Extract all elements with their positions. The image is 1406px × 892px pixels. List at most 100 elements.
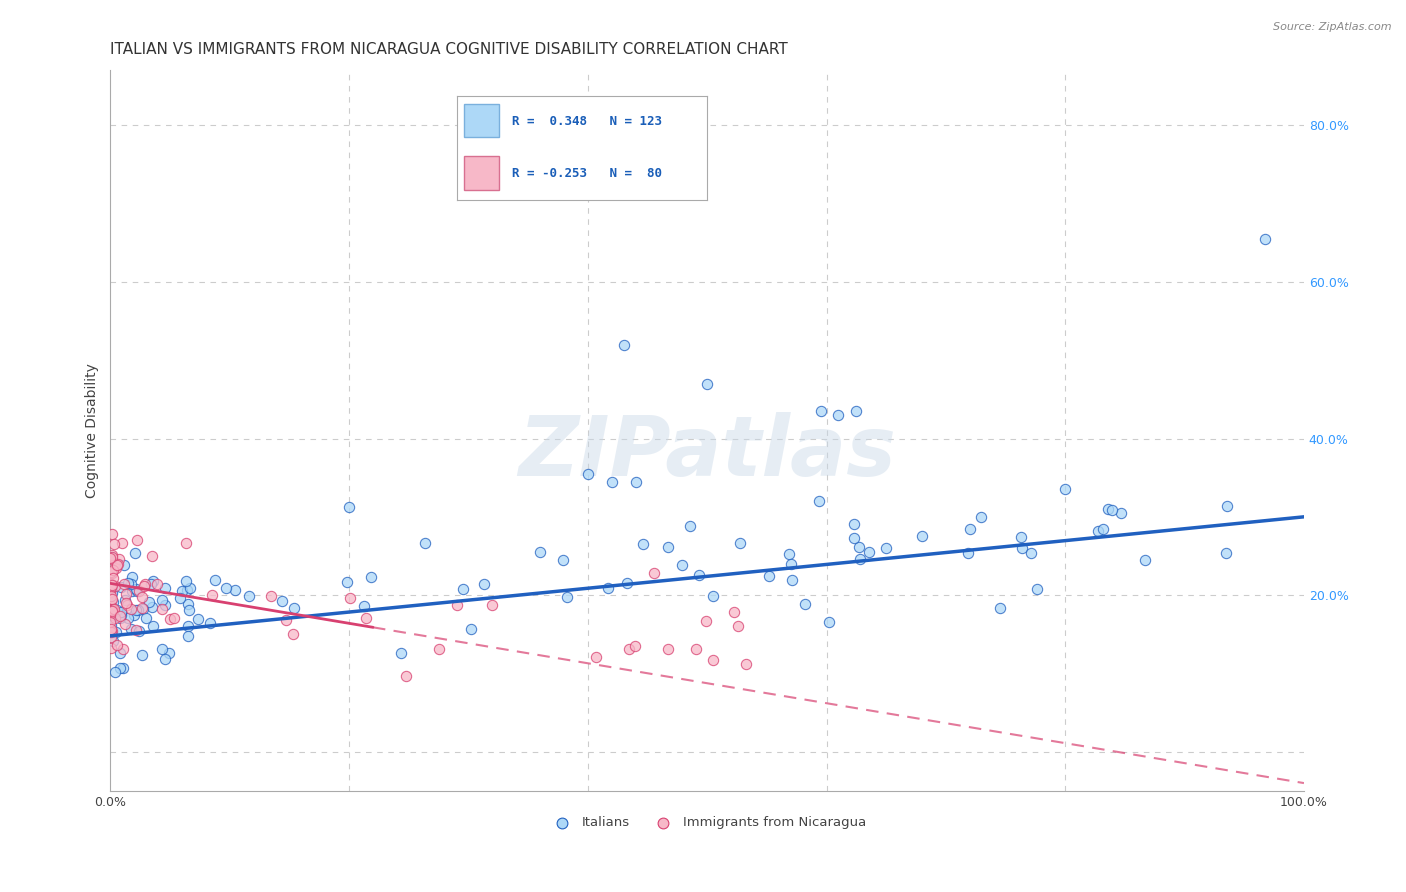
Point (643, 566, 665, 580)
Point (1253, 232, 1275, 246)
Point (600, 475, 623, 489)
Point (100, 550, 122, 565)
Point (100, 603, 122, 617)
Point (555, 591, 578, 605)
Point (100, 599, 122, 614)
Point (100, 618, 122, 632)
Point (112, 577, 135, 591)
Point (114, 595, 136, 609)
Point (793, 597, 815, 611)
Point (124, 546, 146, 560)
Point (100, 565, 122, 579)
Point (132, 602, 155, 616)
Point (105, 603, 128, 617)
Point (110, 608, 132, 623)
Point (104, 665, 127, 680)
Point (671, 558, 693, 573)
Point (727, 619, 749, 633)
Point (808, 494, 831, 508)
Point (827, 408, 849, 422)
Point (101, 594, 124, 608)
Point (778, 547, 800, 561)
Point (1026, 582, 1049, 596)
Point (169, 591, 191, 605)
Point (818, 615, 841, 629)
Point (110, 611, 132, 625)
Point (585, 649, 607, 664)
Point (360, 570, 382, 584)
Point (141, 549, 163, 563)
Point (875, 541, 897, 556)
Point (101, 527, 124, 541)
Point (758, 569, 780, 583)
Point (688, 567, 710, 582)
Point (101, 578, 124, 592)
Text: ITALIAN VS IMMIGRANTS FROM NICARAGUA COGNITIVE DISABILITY CORRELATION CHART: ITALIAN VS IMMIGRANTS FROM NICARAGUA COG… (111, 42, 789, 57)
Point (224, 583, 246, 598)
Point (104, 611, 127, 625)
Point (988, 601, 1011, 615)
Point (451, 582, 474, 596)
Point (394, 669, 416, 683)
Point (858, 545, 880, 559)
Point (353, 599, 375, 613)
Point (336, 575, 359, 590)
Point (337, 500, 360, 515)
Point (101, 602, 124, 616)
Point (100, 624, 122, 639)
Point (616, 576, 638, 591)
Point (529, 545, 551, 559)
Point (624, 475, 647, 489)
Point (1097, 502, 1119, 516)
Point (127, 603, 149, 617)
Y-axis label: Cognitive Disability: Cognitive Disability (86, 363, 100, 498)
Point (100, 580, 122, 594)
Point (101, 571, 124, 585)
Point (389, 646, 412, 660)
Point (128, 624, 150, 638)
Point (131, 601, 153, 615)
Point (1109, 506, 1132, 520)
Point (132, 579, 155, 593)
Point (100, 606, 122, 620)
Point (100, 589, 122, 603)
Point (112, 558, 135, 573)
Point (1054, 483, 1077, 497)
Point (141, 600, 163, 615)
Point (624, 640, 647, 654)
Point (108, 661, 131, 675)
Point (553, 552, 575, 566)
Point (105, 638, 128, 652)
Point (101, 604, 124, 618)
Point (100, 630, 122, 644)
Point (100, 624, 122, 638)
Point (957, 546, 980, 560)
Point (1011, 541, 1033, 555)
Point (128, 584, 150, 599)
Point (174, 536, 197, 550)
Point (117, 610, 139, 624)
Point (970, 509, 993, 524)
Point (413, 536, 436, 550)
Point (911, 529, 934, 543)
Point (103, 634, 125, 648)
Point (215, 581, 238, 595)
Point (100, 615, 122, 629)
Point (810, 404, 832, 418)
Point (1215, 546, 1237, 560)
Point (101, 551, 124, 566)
Point (848, 540, 870, 554)
Point (1010, 530, 1032, 544)
Point (117, 576, 139, 591)
Point (100, 622, 122, 636)
Point (101, 566, 124, 581)
Point (427, 641, 450, 656)
Point (122, 608, 145, 623)
Point (474, 577, 496, 591)
Point (619, 641, 641, 656)
Point (125, 533, 148, 548)
Point (103, 602, 125, 616)
Point (657, 641, 679, 656)
Point (107, 557, 129, 571)
Point (174, 574, 197, 588)
